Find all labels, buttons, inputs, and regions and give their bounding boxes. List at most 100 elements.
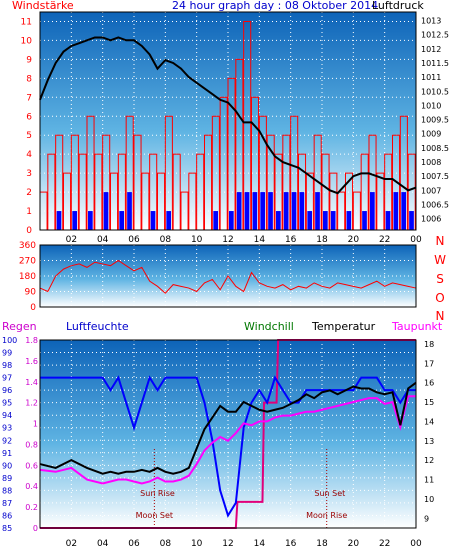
rain-tick-label: 0.8 (25, 440, 38, 449)
humidity-tick-label: 99 (2, 349, 12, 358)
luftfeuchte-label: Luftfeuchte (66, 320, 129, 333)
rain-tick-label: 0.2 (25, 503, 38, 512)
rain-tick-label: 0 (33, 524, 38, 533)
pressure-axis-ticks: 1006 1006.5 1007 1007.5 1008 1008.5 1009 1009.5… (421, 16, 449, 223)
wind-pressure-x-ticks: 02 04 06 08 10 12 14 16 18 20 22 00 (66, 235, 422, 245)
pressure-tick-label: 1010.5 (421, 87, 449, 96)
pressure-tick-label: 1012.5 (421, 31, 449, 40)
humidity-tick-label: 88 (2, 486, 12, 495)
pressure-tick-label: 1009.5 (421, 116, 449, 125)
x-tick-label: 14 (254, 235, 266, 245)
x-tick-label: 18 (316, 539, 328, 549)
x-tick-label: 12 (222, 539, 233, 549)
rain-tick-label: 0.4 (25, 482, 38, 491)
temperature-line-path (39, 381, 417, 475)
x-tick-label: 00 (410, 539, 422, 549)
temperature-tick-label: 11 (424, 476, 434, 485)
rain-line-path (40, 339, 416, 529)
temperature-frame (39, 339, 417, 529)
pressure-tick-label: 1008.5 (421, 144, 449, 153)
wind-bar (315, 192, 320, 230)
humidity-tick-label: 95 (2, 399, 12, 408)
wind-bar (268, 192, 273, 230)
humidity-tick-label: 92 (2, 436, 12, 445)
temperature-tick-label: 13 (424, 437, 434, 446)
windchill-label: Windchill (244, 320, 294, 333)
x-tick-label: 02 (66, 235, 77, 245)
humidity-line-path (40, 375, 416, 518)
compass-label: N (436, 309, 445, 323)
wind-bar (72, 211, 78, 230)
annotation-label: Sun Rise (140, 489, 175, 498)
humidity-tick-label: 97 (2, 374, 12, 383)
pressure-line (39, 36, 417, 195)
pressure-tick-label: 1007 (421, 186, 441, 195)
x-tick-label: 20 (348, 539, 360, 549)
wind-bar (299, 192, 305, 230)
humidity-tick-label: 94 (2, 411, 12, 420)
temperature-humidity-lines (39, 339, 417, 529)
rain-tick-label: 1.6 (25, 357, 38, 366)
humidity-tick-label: 100 (2, 336, 17, 345)
compass-label: N (436, 234, 445, 248)
x-tick-label: 18 (316, 235, 328, 245)
temperature-x-ticks: 02 04 06 08 10 12 14 16 18 20 22 00 (66, 539, 422, 549)
wind-bar (409, 211, 414, 230)
x-tick-label: 20 (348, 235, 360, 245)
taupunkt-label: Taupunkt (391, 320, 443, 333)
wind-tick-label: 8 (26, 74, 32, 84)
wind-bar (307, 211, 313, 230)
wind-bar (103, 192, 109, 230)
annotation-label: Moon Set (136, 511, 173, 520)
wind-bar (244, 192, 250, 230)
compass-label: O (435, 291, 444, 305)
wind-tick-label: 0 (26, 226, 32, 236)
wind-bar (260, 192, 266, 230)
wind-tick-label: 6 (26, 112, 32, 122)
x-tick-label: 08 (160, 235, 172, 245)
direction-tick-label: 360 (19, 241, 36, 251)
pressure-line-path (39, 36, 417, 195)
rain-tick-label: 1 (33, 420, 38, 429)
temperature-tick-label: 17 (424, 359, 434, 368)
wind-pressure-frame (39, 11, 417, 231)
pressure-tick-label: 1008 (421, 158, 441, 167)
chart-title: 24 hour graph day : 08 Oktober 2014 (172, 0, 378, 12)
x-tick-label: 10 (191, 539, 203, 549)
rain-tick-label: 1.4 (25, 378, 38, 387)
humidity-tick-label: 87 (2, 499, 12, 508)
wind-bar (393, 192, 399, 230)
wind-bar (401, 192, 407, 230)
wind-bar (236, 192, 242, 230)
temperature-tick-label: 10 (424, 495, 434, 504)
wind-direction-line (39, 259, 417, 294)
regen-label: Regen (2, 320, 37, 333)
x-tick-label: 22 (379, 235, 390, 245)
temperature-tick-label: 9 (424, 514, 429, 523)
wind-bar (88, 211, 93, 230)
compass-label: W (434, 253, 446, 267)
direction-tick-label: 180 (19, 272, 36, 282)
humidity-tick-label: 96 (2, 386, 12, 395)
x-tick-label: 04 (97, 235, 109, 245)
rain-axis-ticks: 1.8 1.6 1.4 1.2 1 0.8 0.6 0.4 0.2 0 (25, 336, 38, 533)
rain-tick-label: 0.6 (25, 461, 38, 470)
wind-bar (150, 211, 156, 230)
wind-bar (291, 192, 297, 230)
x-tick-label: 06 (128, 235, 140, 245)
humidity-tick-label: 89 (2, 474, 12, 483)
x-tick-label: 00 (410, 235, 422, 245)
wind-tick-label: 2 (26, 188, 32, 198)
wind-bar (346, 211, 352, 230)
temperature-tick-label: 16 (424, 379, 434, 388)
temperatur-label: Temperatur (311, 320, 376, 333)
humidity-axis-ticks: 100 99 98 97 96 95 94 93 92 91 90 89 88 87 86 85 (2, 336, 17, 533)
x-tick-label: 14 (254, 539, 266, 549)
x-tick-label: 08 (160, 539, 172, 549)
wind-bar (330, 211, 336, 230)
windstaerke-label: Windstärke (12, 0, 74, 12)
wind-bar (119, 211, 125, 230)
